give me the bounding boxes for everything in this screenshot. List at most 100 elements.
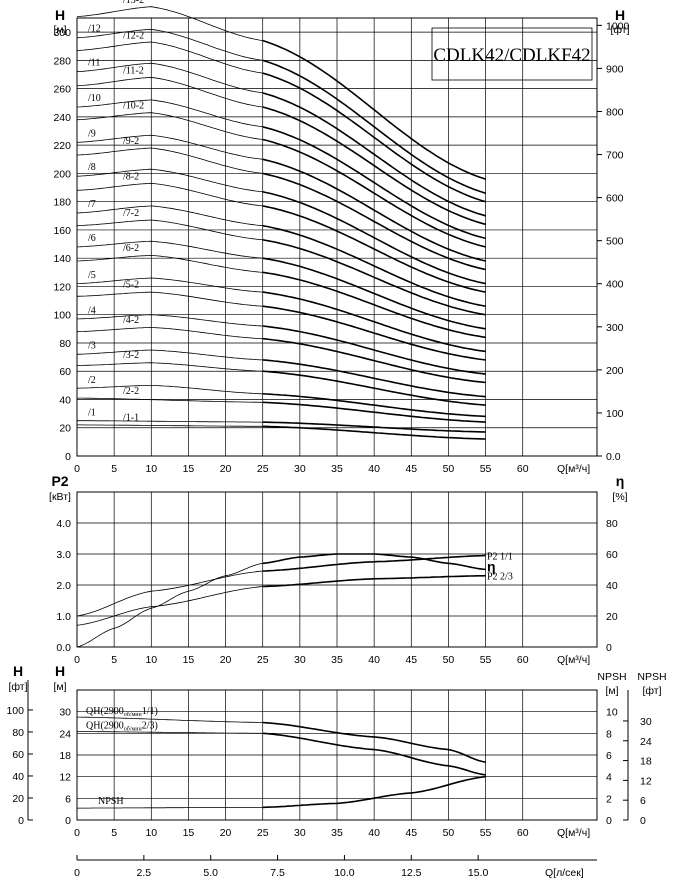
qh-label-main: QH(2900 xyxy=(86,706,124,717)
head-curve-thin xyxy=(77,420,263,423)
power-curve-bold xyxy=(262,554,486,572)
power-curve-thin xyxy=(76,562,263,648)
head-y-left-tick-label: 80 xyxy=(59,338,71,350)
flow-lps-tick-label: 2.5 xyxy=(137,867,152,879)
head-curve-label: /3-2 xyxy=(123,350,139,361)
head-curve-label: /12 xyxy=(88,24,101,35)
power-y-right-tick-label: 80 xyxy=(606,518,618,530)
composite-curve-bold xyxy=(262,775,486,809)
head-curve-bold xyxy=(262,158,486,262)
head-curve-thin xyxy=(76,62,263,94)
composite-curve-thin xyxy=(77,731,263,734)
head-curve-bold xyxy=(262,138,486,248)
head-curve-thin xyxy=(76,205,263,227)
head-curve-label: /2 xyxy=(88,375,96,386)
head-y-right-tick-label: 500 xyxy=(606,236,624,248)
head-y-left-tick-label: 140 xyxy=(53,253,71,265)
head-y-right-tick-label: 800 xyxy=(606,106,624,118)
composite-curve-thin xyxy=(77,807,263,809)
composite-npsh-m-tick-label: 10 xyxy=(606,707,618,719)
head-curve-label: /10-2 xyxy=(123,101,144,112)
head-y-left-tick-label: 280 xyxy=(53,55,71,67)
power-curve-thin xyxy=(76,586,263,626)
head-curve-bold xyxy=(262,239,486,316)
head-curve-bold xyxy=(262,92,486,217)
head-y-right-tick-label: 600 xyxy=(606,193,624,205)
composite-y-m-tick-label: 18 xyxy=(59,750,71,762)
head-curve-bold xyxy=(262,370,486,406)
head-y-left-tick-label: 200 xyxy=(53,168,71,180)
power-x-tick-label: 0 xyxy=(74,654,80,666)
power-x-tick-label: 60 xyxy=(517,654,529,666)
head-curve-bold xyxy=(262,425,486,440)
head-y-left-tick-label: 40 xyxy=(59,394,71,406)
composite-curve-thin xyxy=(77,716,263,723)
composite-y-m-tick-label: 12 xyxy=(59,772,71,784)
flow-lps-tick-label: 10.0 xyxy=(334,867,355,879)
composite-x-tick-label: 25 xyxy=(257,827,269,839)
head-x-tick-label: 55 xyxy=(480,463,492,475)
power-y-left-tick-label: 1.0 xyxy=(56,611,71,623)
head-curve-bold xyxy=(262,106,486,226)
composite-npsh-ft-tick-label: 18 xyxy=(640,756,652,768)
flow-lps-tick-label: 12.5 xyxy=(401,867,422,879)
head-curve-thin xyxy=(76,112,263,140)
head-curve-thin xyxy=(77,424,263,427)
head-curve-label: /9 xyxy=(88,128,96,139)
head-curve-thin xyxy=(76,326,263,340)
composite-y-ft-tick-label: 20 xyxy=(12,793,24,805)
head-curve-thin xyxy=(76,291,263,307)
composite-x-tick-label: 5 xyxy=(111,827,117,839)
power-panel: 0 5 10 15 20 25 30 35 40 45 50 55 60 Q[м³/ч] 0.0 1.0 2.0… xyxy=(49,473,628,666)
composite-y-m-tick-label: 6 xyxy=(65,793,71,805)
head-y-right-tick-label: 700 xyxy=(606,150,624,162)
power-x-tick-label: 30 xyxy=(294,654,306,666)
head-curve-label: /8 xyxy=(88,162,96,173)
head-curve-thin xyxy=(76,277,263,293)
composite-y-ft-tick-label: 40 xyxy=(12,771,24,783)
head-curve-label: /2-2 xyxy=(123,386,139,397)
head-curve-bold xyxy=(262,205,486,293)
head-y-left-tick-label: 180 xyxy=(53,197,71,209)
composite-y-ft-tick-label: 80 xyxy=(12,727,24,739)
power-curve-thin xyxy=(76,570,263,617)
composite-y-m-tick-label: 30 xyxy=(59,707,71,719)
head-x-tick-label: 60 xyxy=(517,463,529,475)
head-y-right-label: H xyxy=(615,7,625,23)
composite-x-tick-label: 10 xyxy=(145,827,157,839)
composite-npsh-ft-tick-label: 0 xyxy=(640,815,646,827)
head-y-right-tick-label: 900 xyxy=(606,63,624,75)
composite-y-ft-label: H xyxy=(13,663,23,679)
head-curve-thin xyxy=(76,168,263,193)
power-y-left-tick-label: 4.0 xyxy=(56,518,71,530)
power-x-tick-label: 25 xyxy=(257,654,269,666)
head-curve-bold xyxy=(262,172,486,271)
head-curve-thin xyxy=(76,28,263,61)
composite-y-m-tick-label: 0 xyxy=(65,815,71,827)
head-curve-label: /10 xyxy=(88,93,101,104)
head-y-right-tick-label: 0.0 xyxy=(606,451,621,463)
composite-npsh-m-tick-label: 4 xyxy=(606,772,612,784)
composite-npsh-ft-tick-label: 6 xyxy=(640,795,646,807)
qh-label-post: 1/1) xyxy=(142,706,158,717)
power-y-right-tick-label: 60 xyxy=(606,549,618,561)
composite-x-tick-label: 50 xyxy=(443,827,455,839)
head-curve-label: /7 xyxy=(88,199,96,210)
head-curve-label: /3 xyxy=(88,341,96,352)
power-y-right-tick-label: 20 xyxy=(606,611,618,623)
composite-x-tick-label: 40 xyxy=(368,827,380,839)
head-x-tick-label: 40 xyxy=(368,463,380,475)
head-y-left-tick-label: 60 xyxy=(59,366,71,378)
composite-y-m-label: H xyxy=(55,663,65,679)
head-curve-label: /4 xyxy=(88,305,96,316)
head-curve-bold xyxy=(262,291,486,353)
npsh-curve-label: NPSH xyxy=(98,796,124,807)
composite-x-tick-label: 55 xyxy=(480,827,492,839)
head-x-tick-label: 50 xyxy=(443,463,455,475)
head-curve-label: /7-2 xyxy=(123,208,139,219)
head-curve-label: /6 xyxy=(88,233,96,244)
composite-y-ft-tick-label: 0 xyxy=(18,815,24,827)
head-x-tick-label: 20 xyxy=(220,463,232,475)
head-curve-thin xyxy=(76,254,263,273)
